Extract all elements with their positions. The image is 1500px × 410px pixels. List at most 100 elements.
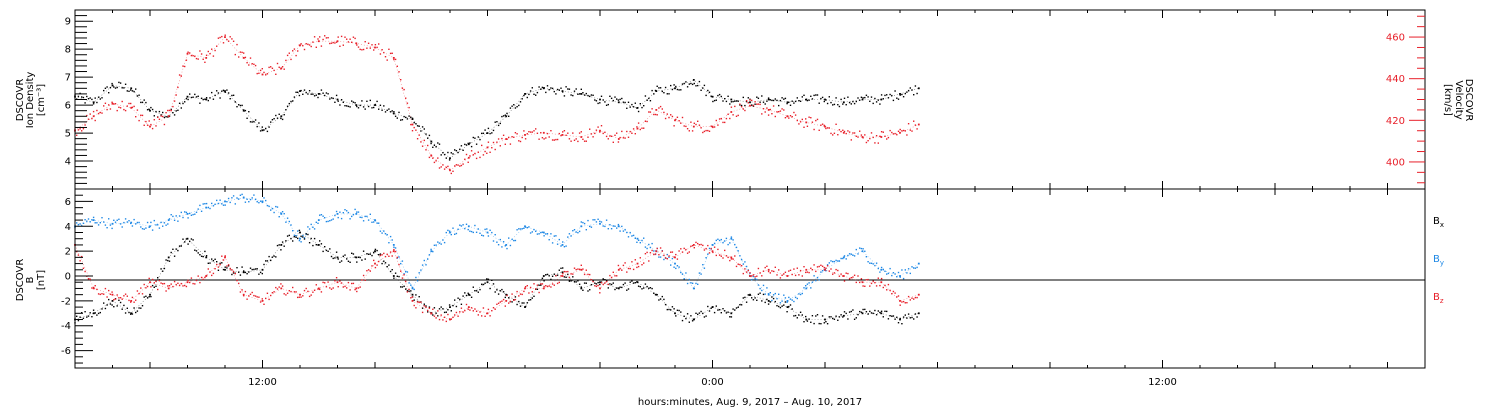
- velocity-series-point: [160, 115, 162, 117]
- velocity-series-point: [610, 135, 613, 137]
- velocity-series-point: [460, 164, 463, 167]
- bx-series-point: [692, 318, 695, 321]
- b-tick-label: -4: [61, 321, 71, 332]
- velocity-series-point: [648, 111, 650, 113]
- velocity-series-point: [692, 125, 695, 128]
- density-series-point: [830, 101, 832, 104]
- by-series-point: [430, 248, 432, 251]
- velocity-series-point: [403, 88, 405, 91]
- density-series-point: [872, 102, 874, 105]
- bz-series-point: [447, 313, 449, 316]
- bx-series-point: [906, 317, 908, 319]
- by-series-point: [502, 241, 505, 243]
- bz-series-point: [805, 268, 808, 271]
- bx-series-point: [285, 240, 287, 242]
- by-series-point: [681, 273, 684, 275]
- by-series-point: [882, 268, 884, 271]
- density-series-point: [447, 151, 449, 154]
- by-series-point: [374, 219, 376, 221]
- bz-series-point: [833, 272, 836, 274]
- density-series-point: [612, 99, 614, 102]
- by-series-point: [329, 220, 331, 222]
- bz-series-point: [77, 254, 80, 256]
- by-series-point: [788, 296, 790, 299]
- velocity-series-point: [265, 74, 267, 76]
- bz-series-point: [685, 248, 687, 251]
- bx-series-point: [400, 286, 402, 288]
- velocity-series-point: [145, 120, 147, 123]
- b-tick-label: -6: [61, 346, 71, 357]
- bz-series-point: [595, 285, 598, 288]
- velocity-series-point: [540, 132, 542, 134]
- by-series-point: [626, 231, 628, 234]
- density-series-point: [173, 114, 176, 116]
- bx-series-point: [475, 290, 478, 292]
- velocity-series-point: [489, 151, 491, 153]
- bx-series-point: [189, 240, 191, 243]
- by-series-point: [832, 260, 834, 263]
- by-series-point: [298, 239, 301, 242]
- bx-series-point: [749, 293, 751, 296]
- density-series-point: [761, 95, 763, 97]
- bx-series-point: [886, 310, 888, 313]
- bx-series-point: [531, 297, 533, 299]
- density-series-point: [383, 105, 385, 107]
- velocity-series-point: [146, 124, 149, 126]
- density-series-point: [366, 100, 368, 102]
- bz-series-point: [882, 286, 884, 289]
- bx-series-point: [538, 284, 540, 286]
- velocity-series-point: [666, 113, 668, 115]
- bx-series-point: [916, 316, 918, 318]
- by-series-point: [477, 228, 479, 230]
- by-series-point: [486, 228, 488, 230]
- velocity-series-point: [725, 117, 728, 120]
- velocity-series-point: [427, 144, 429, 147]
- density-series-point: [803, 94, 805, 96]
- velocity-series-point: [288, 52, 290, 54]
- velocity-series-point: [82, 128, 85, 130]
- density-series-point: [616, 98, 618, 100]
- by-series-point: [670, 264, 672, 266]
- velocity-series-point: [556, 138, 559, 141]
- bx-series-point: [167, 256, 170, 259]
- bx-series-point: [280, 244, 283, 246]
- bz-series-point: [621, 269, 623, 271]
- bx-series-point: [798, 314, 800, 316]
- bx-series-point: [646, 285, 648, 288]
- density-series-point: [123, 87, 125, 89]
- bz-series-point: [113, 299, 115, 301]
- velocity-series-point: [860, 134, 863, 136]
- bz-series-point: [394, 250, 397, 253]
- bx-series-point: [639, 286, 641, 288]
- density-series-point: [550, 87, 552, 89]
- velocity-series-point: [349, 38, 351, 40]
- velocity-series-point: [339, 45, 341, 47]
- bz-series-point: [521, 293, 523, 296]
- density-series-point: [899, 93, 901, 95]
- velocity-series-point: [396, 65, 398, 67]
- bx-series-point: [636, 281, 639, 284]
- velocity-series-point: [850, 139, 852, 141]
- bx-series-point: [324, 246, 326, 248]
- velocity-tick-label: 460: [1386, 33, 1405, 44]
- density-series-point: [276, 117, 279, 119]
- density-series-point: [433, 144, 436, 146]
- by-series-point: [481, 234, 483, 236]
- by-series-point: [258, 202, 260, 204]
- density-axis-label-line2: Ion Density: [25, 72, 36, 129]
- bz-series-point: [130, 300, 133, 302]
- bz-series-point: [705, 247, 707, 250]
- velocity-series-point: [276, 62, 279, 65]
- velocity-series-point: [96, 109, 98, 112]
- density-series-point: [580, 93, 583, 95]
- bx-series-point: [460, 303, 463, 305]
- bz-series-point: [744, 268, 746, 270]
- bx-series-point: [664, 303, 667, 306]
- bz-series-point: [820, 264, 822, 266]
- by-series-point: [389, 235, 392, 238]
- by-series-point: [128, 220, 130, 222]
- velocity-series-point: [505, 138, 508, 140]
- bx-series-point: [145, 295, 147, 297]
- velocity-series-point: [336, 40, 339, 43]
